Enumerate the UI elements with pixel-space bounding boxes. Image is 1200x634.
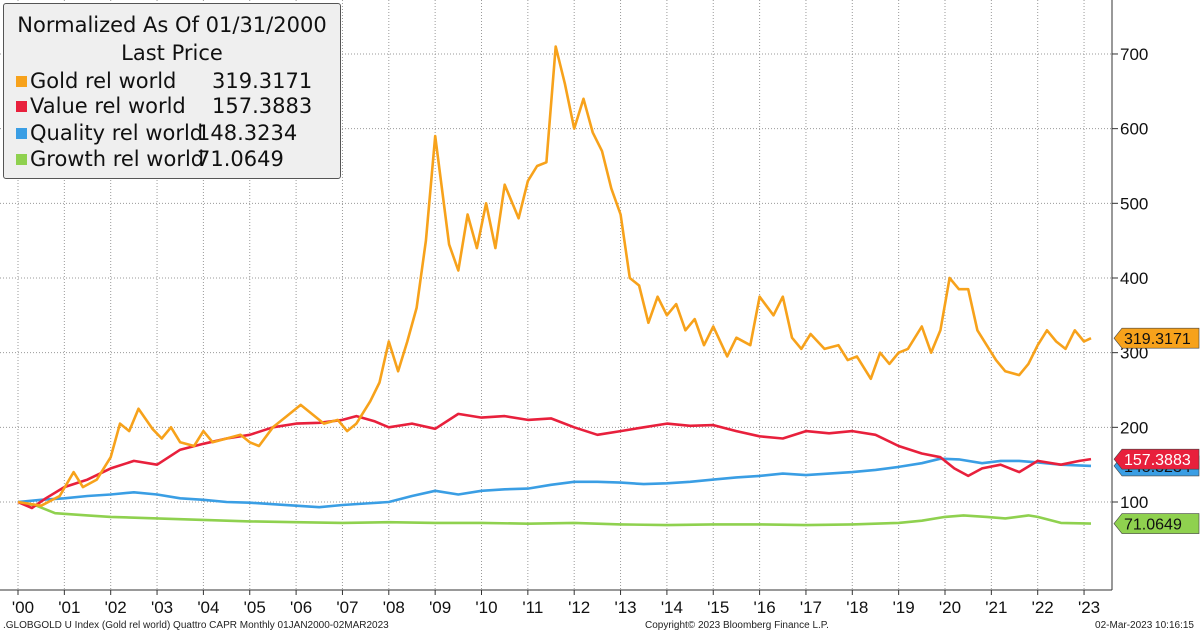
x-tick-label: '22 <box>1032 598 1054 617</box>
x-tick-label: '07 <box>336 598 358 617</box>
x-tick-label: '14 <box>661 598 683 617</box>
x-tick-label: '20 <box>939 598 961 617</box>
series-line-growth <box>17 500 1092 527</box>
legend-value: 319.3171 <box>212 69 313 93</box>
legend-swatch-growth <box>16 154 27 165</box>
x-tick-label: '15 <box>707 598 729 617</box>
x-tick-label: '11 <box>522 598 543 617</box>
legend-swatch-quality <box>16 128 27 139</box>
legend-name: Value rel world <box>30 94 186 118</box>
y-tick-label: 100 <box>1120 493 1148 512</box>
tag-label: 71.0649 <box>1124 517 1182 534</box>
tag-label: 319.3171 <box>1124 331 1191 348</box>
footer-source: .GLOBGOLD U Index (Gold rel world) Quatt… <box>3 620 389 631</box>
last-value-tag-value: 157.3883 <box>1113 448 1200 470</box>
x-tick-label: '17 <box>800 598 822 617</box>
x-tick-label: '05 <box>244 598 266 617</box>
series-line-gold <box>17 45 1092 507</box>
series-line-quality <box>17 457 1092 509</box>
x-tick-label: '03 <box>151 598 173 617</box>
last-value-tag-growth: 71.0649 <box>1113 513 1200 534</box>
y-tick-label: 600 <box>1120 120 1148 139</box>
x-tick-label: '01 <box>58 598 80 617</box>
last-value-tag-gold: 319.3171 <box>1113 327 1200 349</box>
x-tick-label: '00 <box>12 598 34 617</box>
tag-shape <box>1113 513 1200 534</box>
footer-copyright: Copyright© 2023 Bloomberg Finance L.P. <box>645 620 829 631</box>
legend-value: 148.3234 <box>197 121 298 145</box>
series-line-value <box>17 412 1092 510</box>
x-tick-label: '19 <box>893 598 915 617</box>
x-tick-label: '02 <box>105 598 127 617</box>
legend-value: 71.0649 <box>197 147 284 171</box>
x-tick-label: '06 <box>290 598 312 617</box>
x-tick-label: '13 <box>614 598 636 617</box>
legend-swatch-gold <box>16 76 27 87</box>
x-tick-label: '12 <box>568 598 590 617</box>
y-tick-label: 500 <box>1120 194 1148 213</box>
legend-name: Gold rel world <box>30 69 177 93</box>
y-tick-label: 200 <box>1120 418 1148 437</box>
y-tick-label: 700 <box>1120 45 1148 64</box>
x-tick-label: '04 <box>197 598 219 617</box>
x-tick-label: '08 <box>383 598 405 617</box>
x-tick-label: '09 <box>429 598 451 617</box>
x-tick-label: '23 <box>1078 598 1100 617</box>
tag-shape <box>1113 327 1200 349</box>
x-tick-label: '10 <box>475 598 497 617</box>
legend-name: Quality rel world <box>30 121 204 145</box>
legend-title: Normalized As Of 01/31/2000 <box>17 13 327 37</box>
legend-swatch-value <box>16 101 27 112</box>
x-tick-label: '16 <box>754 598 776 617</box>
tag-label: 157.3883 <box>1124 452 1191 469</box>
tag-shape <box>1113 448 1200 470</box>
x-tick-label: '21 <box>985 598 1007 617</box>
legend-subtitle: Last Price <box>121 41 223 65</box>
legend-box: Normalized As Of 01/31/2000 Last Price G… <box>3 3 341 179</box>
legend-value: 157.3883 <box>212 94 313 118</box>
x-tick-label: '18 <box>846 598 868 617</box>
y-tick-label: 400 <box>1120 269 1148 288</box>
legend-name: Growth rel world <box>30 147 205 171</box>
footer-timestamp: 02-Mar-2023 10:16:15 <box>1095 620 1194 631</box>
